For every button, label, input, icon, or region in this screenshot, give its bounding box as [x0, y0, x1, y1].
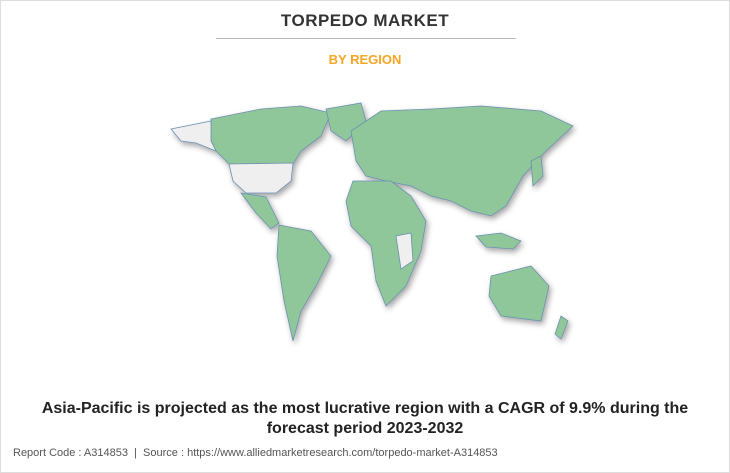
- usa: [228, 162, 294, 194]
- canada: [210, 105, 332, 165]
- caption: Asia-Pacific is projected as the most lu…: [41, 400, 693, 437]
- title-rule: [216, 38, 516, 39]
- new-zealand: [554, 315, 569, 340]
- south-america: [276, 224, 332, 342]
- footer: Report Code : A314853 | Source : https:/…: [13, 447, 498, 459]
- subtitle: BY REGION: [328, 52, 402, 67]
- japan: [530, 155, 544, 187]
- australia: [488, 265, 550, 322]
- eurasia: [350, 105, 574, 217]
- world-map: [170, 102, 574, 342]
- alaska: [170, 120, 217, 152]
- title: TORPEDO MARKET: [280, 11, 450, 30]
- indonesia: [475, 232, 522, 250]
- central-america: [240, 192, 280, 230]
- africa: [345, 180, 427, 307]
- africa-gray: [395, 232, 414, 270]
